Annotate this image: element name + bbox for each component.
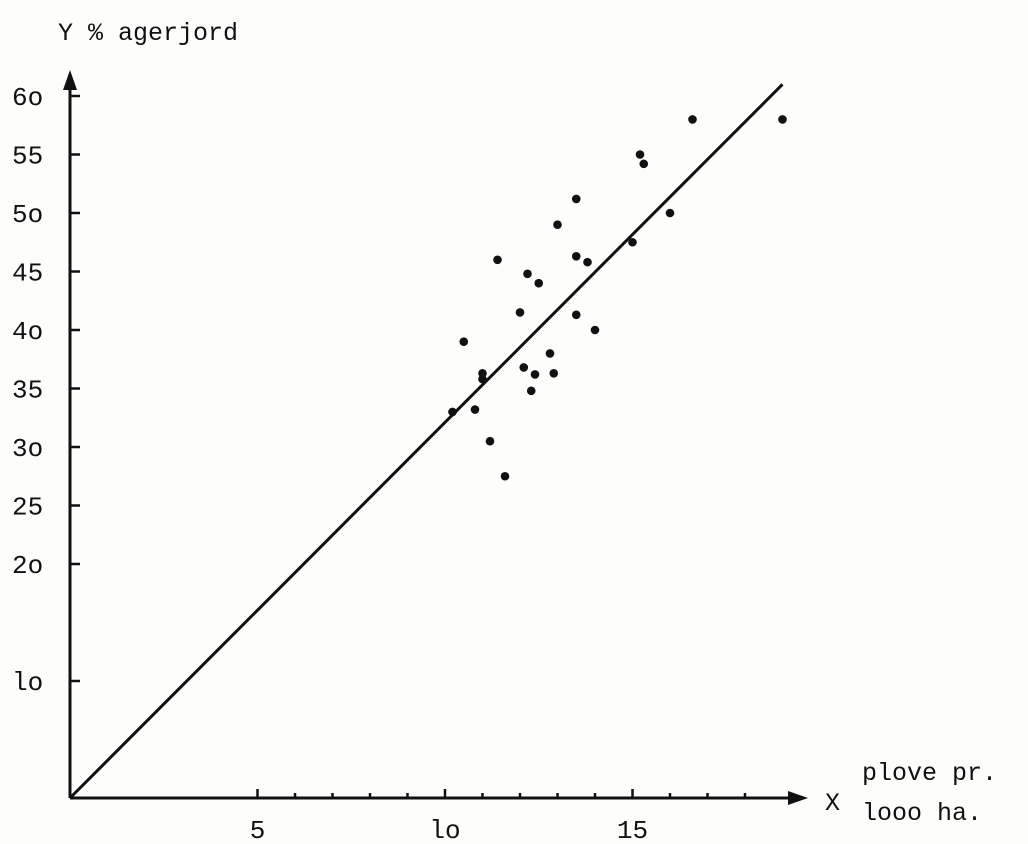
x-tick-label: 15 <box>617 816 648 844</box>
data-point <box>639 159 649 169</box>
regression-line-group <box>68 83 784 800</box>
x-axis-title-line-1: plove pr. <box>862 759 997 788</box>
data-point <box>545 349 555 358</box>
y-axis-ticks: lo 2o 25 3o 35 4o 45 5o 55 6o <box>12 83 80 698</box>
data-point <box>470 405 480 414</box>
y-tick-label: lo <box>12 668 43 698</box>
y-tick-label: 3o <box>12 434 43 464</box>
data-point <box>500 471 510 481</box>
y-axis-arrowhead <box>63 70 77 90</box>
data-point <box>688 115 697 124</box>
x-axis-arrowhead <box>788 791 808 805</box>
y-tick-label: 4o <box>12 317 43 347</box>
data-point <box>665 208 675 218</box>
data-point <box>571 251 581 261</box>
data-point <box>534 278 544 288</box>
data-point <box>583 257 592 267</box>
data-point <box>485 436 495 446</box>
data-point <box>549 368 559 378</box>
data-point <box>519 363 529 372</box>
data-point <box>515 308 525 317</box>
data-point <box>635 150 645 159</box>
data-point <box>571 310 581 320</box>
data-points <box>448 115 787 481</box>
x-tick-label: 5 <box>250 816 266 844</box>
x-axis-title-line-2: looo ha. <box>862 799 982 828</box>
y-tick-label: 55 <box>12 142 43 172</box>
x-tick-label: lo <box>429 816 460 844</box>
y-axis-title: Y % agerjord <box>58 19 238 48</box>
y-tick-label: 45 <box>12 259 43 289</box>
data-point <box>523 269 532 279</box>
data-point <box>778 115 787 124</box>
data-point <box>628 237 637 247</box>
data-point <box>590 325 600 335</box>
regression-line <box>68 83 784 800</box>
y-tick-label: 6o <box>12 83 43 113</box>
data-point <box>571 194 581 204</box>
data-point <box>448 407 457 417</box>
data-point <box>478 368 487 378</box>
y-tick-label: 25 <box>12 493 43 523</box>
x-axis-letter: X <box>825 789 840 818</box>
x-axis-ticks: 5 lo 15 <box>250 789 747 844</box>
data-point <box>530 370 540 379</box>
y-tick-label: 5o <box>12 200 43 230</box>
data-point <box>493 255 502 265</box>
data-point <box>459 337 469 347</box>
y-tick-label: 2o <box>12 551 43 581</box>
y-tick-label: 35 <box>12 376 43 406</box>
data-point <box>553 220 562 229</box>
data-point <box>526 386 536 396</box>
